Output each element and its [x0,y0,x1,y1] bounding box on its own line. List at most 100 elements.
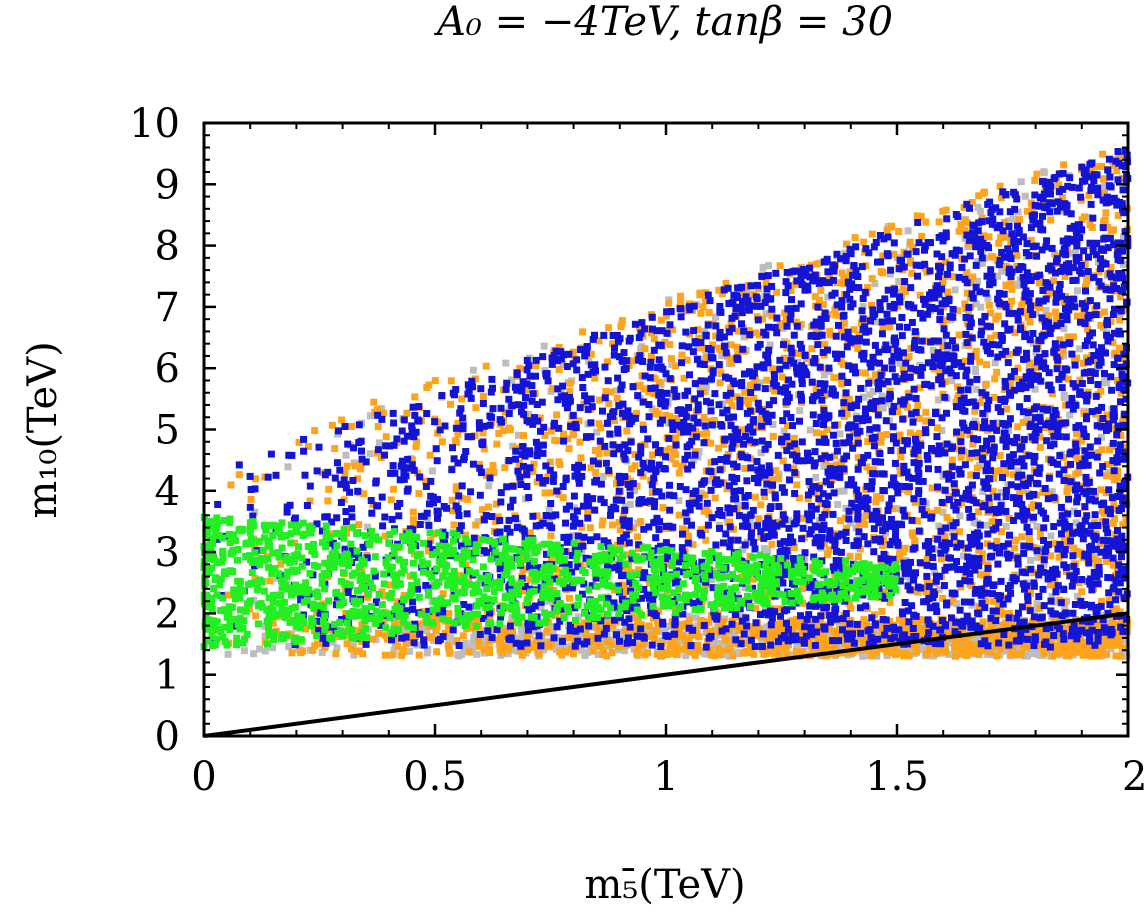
point-orange [321,643,329,651]
point-orange [716,379,724,387]
point-blue [1043,237,1051,245]
point-orange [479,429,487,437]
point-orange [779,457,787,465]
point-orange [311,642,319,650]
point-orange [633,382,641,390]
point-blue [1045,474,1053,482]
point-orange [1036,604,1044,612]
point-blue [862,501,870,509]
point-orange [589,647,597,655]
point-orange [709,472,717,480]
point-orange [611,417,618,425]
point-orange [1083,354,1091,362]
point-blue [1041,350,1049,358]
point-grey [1072,519,1080,527]
point-grey [977,303,985,311]
point-blue [988,341,996,349]
point-grey [599,472,607,480]
point-blue [770,371,778,378]
point-blue [1063,208,1071,216]
point-orange [959,646,967,654]
point-grey [960,552,967,560]
chart-title: A₀ = −4TeV, tanβ = 30 [433,0,893,45]
point-orange [1025,587,1033,595]
point-blue [910,450,918,458]
point-blue [315,443,323,451]
point-orange [369,500,377,508]
point-orange [689,430,697,438]
point-blue [574,563,582,571]
point-orange [995,603,1003,611]
point-blue [963,366,971,374]
point-orange [878,542,886,550]
point-orange [908,269,916,277]
point-orange [956,635,964,642]
point-blue [521,583,529,590]
point-orange [592,469,600,476]
point-orange [821,392,828,400]
point-orange [916,631,924,639]
point-orange [679,632,687,640]
point-blue [1001,320,1009,328]
point-blue [1043,437,1051,445]
point-orange [1109,339,1117,347]
point-orange [721,632,729,640]
point-orange [370,398,378,406]
point-blue [895,353,903,361]
point-blue [851,503,859,511]
point-orange [762,278,770,286]
point-grey [859,303,867,310]
point-blue [735,435,743,443]
point-orange [1034,627,1042,635]
point-orange [728,359,736,367]
point-orange [726,644,734,652]
point-blue [507,503,514,511]
point-orange [452,483,460,491]
point-grey [1015,282,1023,290]
point-blue [1120,479,1128,487]
point-orange [677,462,685,470]
point-orange [509,628,517,635]
point-orange [918,502,926,510]
point-orange [1027,199,1035,207]
point-blue [733,463,741,471]
point-blue [1026,336,1034,344]
point-orange [959,628,967,636]
point-orange [1102,209,1110,217]
point-blue [716,524,723,532]
point-orange [983,540,991,548]
point-orange [936,369,944,377]
point-orange [1111,349,1119,357]
point-orange [682,644,690,652]
point-blue [349,547,356,555]
point-orange [948,456,956,464]
point-orange [412,443,420,451]
point-blue [597,480,605,488]
point-grey [594,650,602,658]
point-orange [486,613,494,621]
point-blue [603,419,611,427]
point-orange [666,341,674,349]
point-orange [390,485,398,493]
point-grey [1032,348,1040,356]
point-orange [311,627,318,635]
point-grey [261,647,269,655]
point-blue [1010,386,1018,394]
point-blue [1111,329,1118,337]
point-orange [953,645,961,652]
point-orange [595,450,603,458]
point-orange [1100,308,1108,316]
point-grey [563,642,571,650]
point-orange [986,334,994,342]
point-orange [976,399,984,407]
point-orange [850,326,858,334]
point-orange [787,287,795,294]
point-grey [1033,523,1041,530]
point-blue [1080,247,1088,255]
point-grey [1047,532,1055,540]
point-grey [718,352,726,360]
point-grey [886,270,894,278]
point-orange [734,622,742,630]
point-blue [1119,628,1127,635]
point-orange [560,430,567,438]
